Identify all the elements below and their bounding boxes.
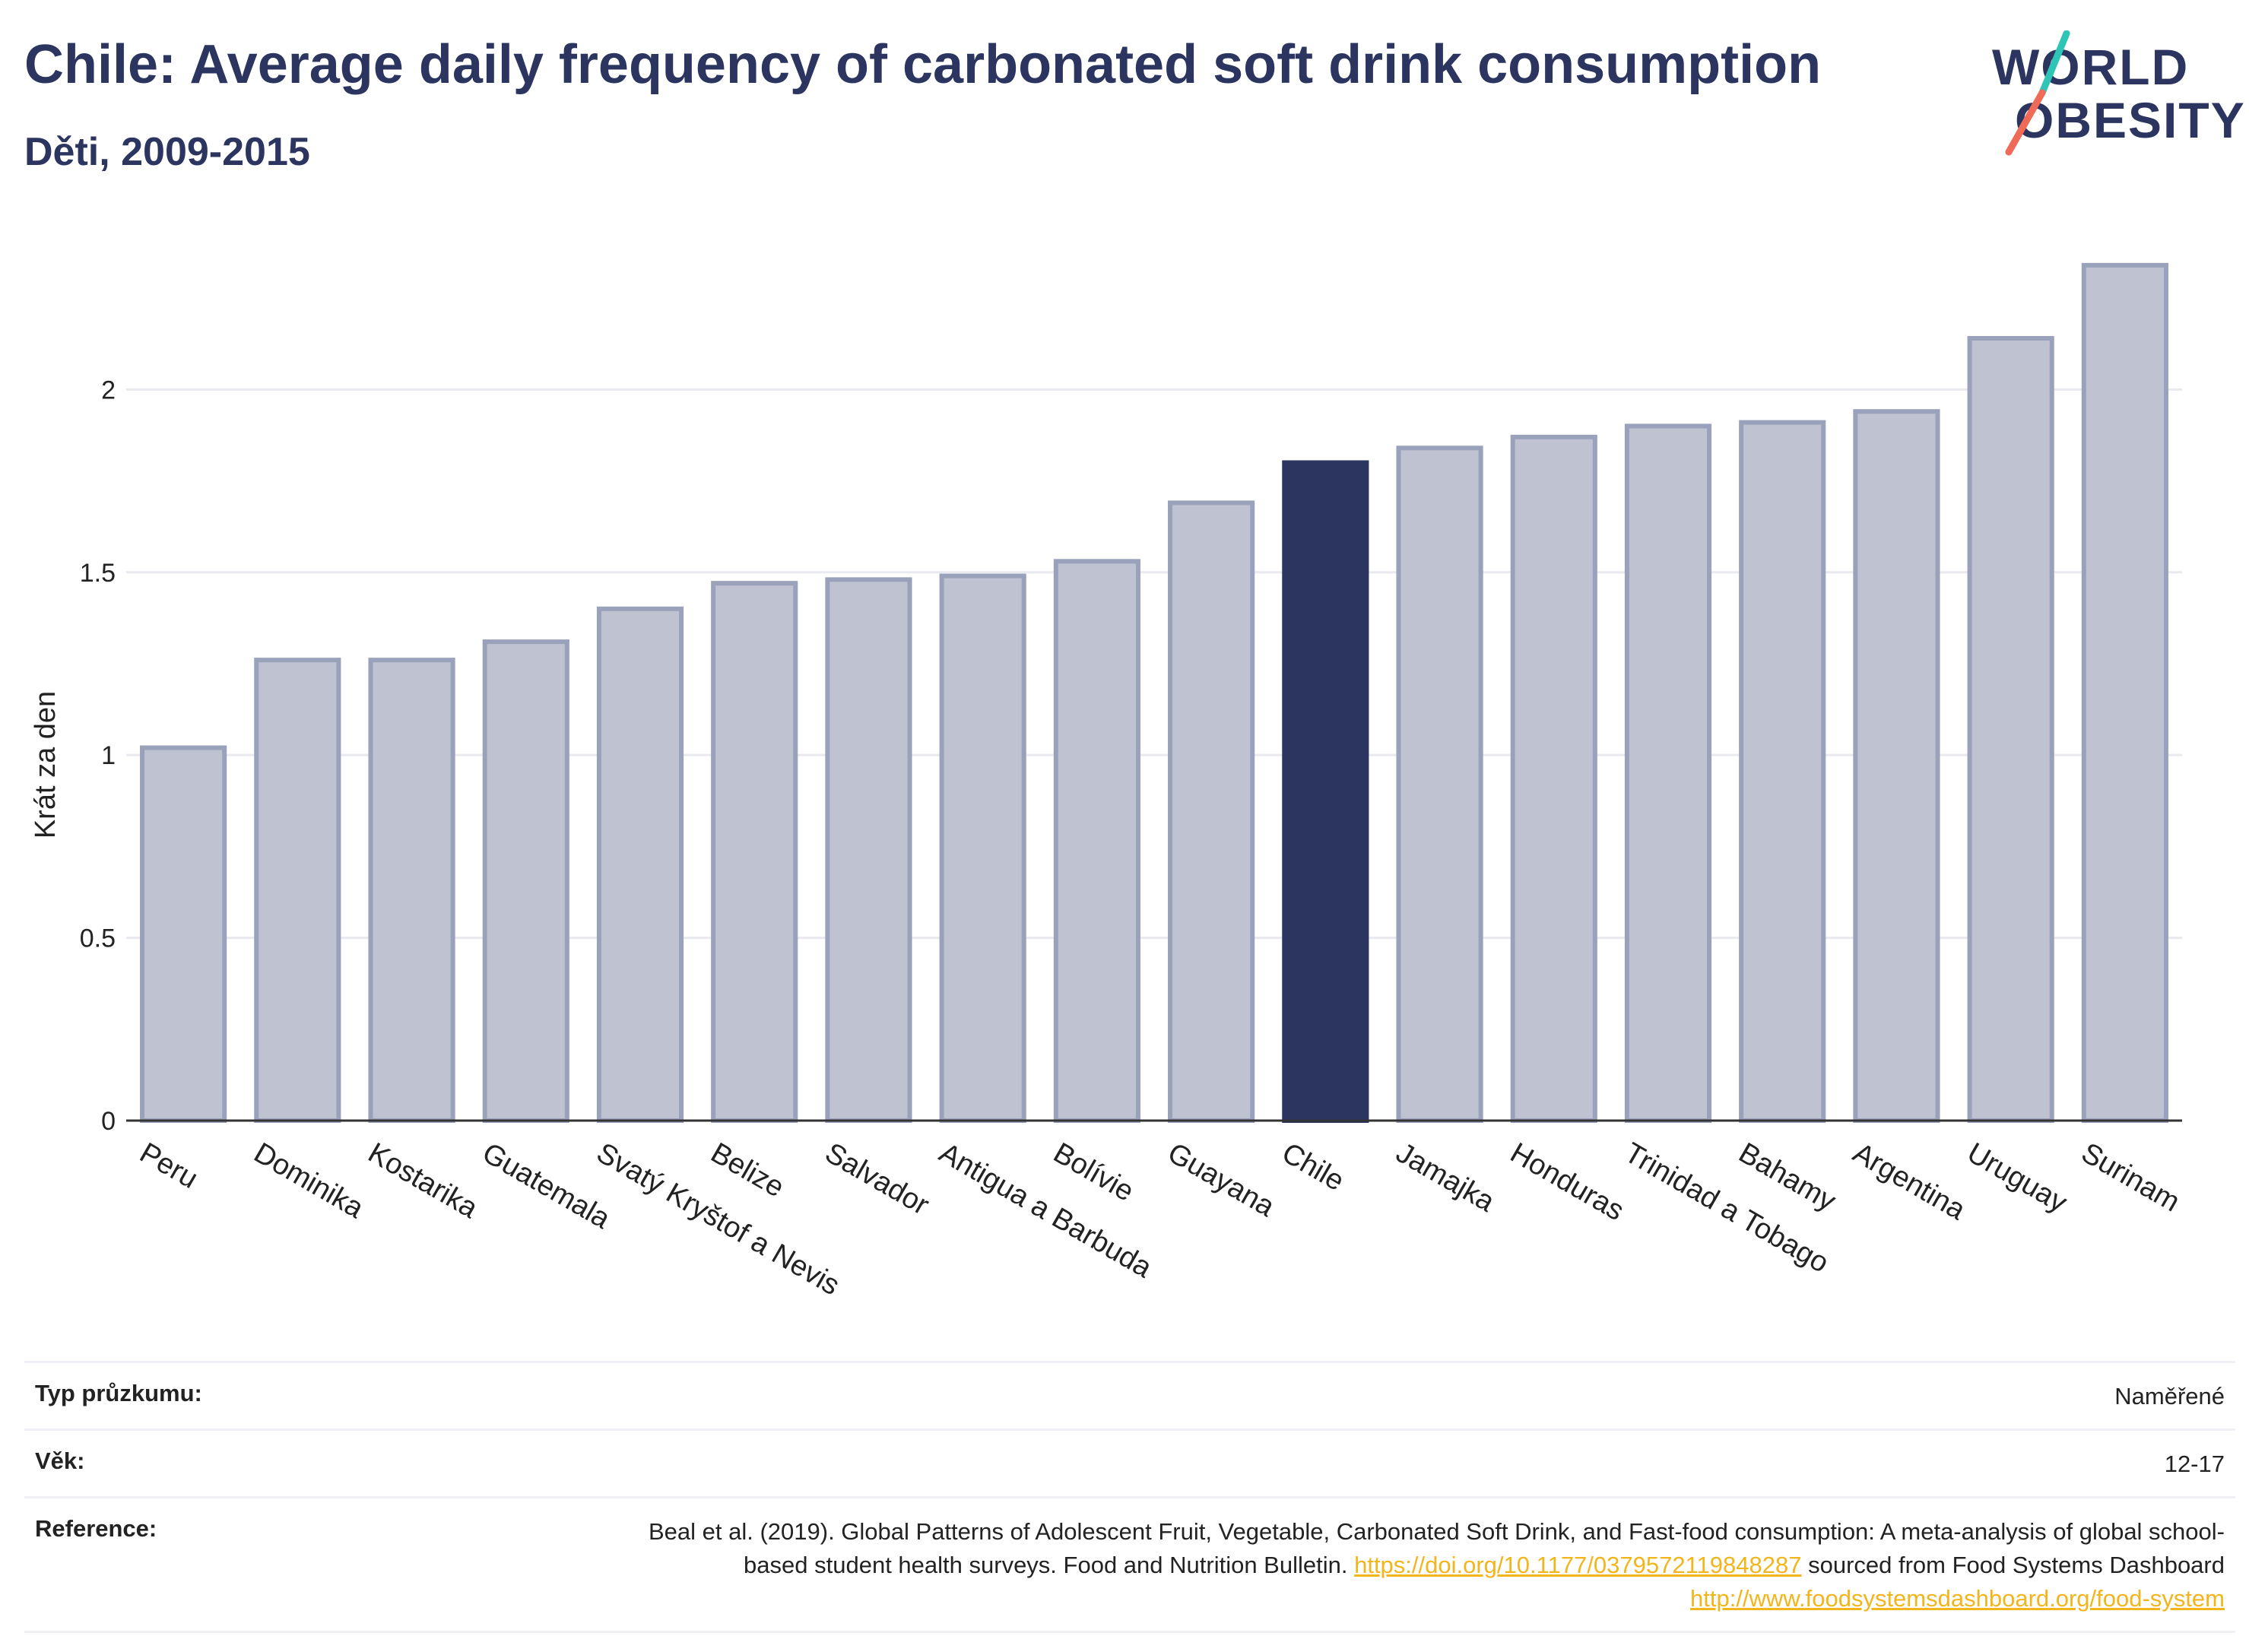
x-tick-label: Bolívie [1048, 1137, 1139, 1207]
x-tick-label: Trinidad a Tobago [1619, 1137, 1835, 1279]
x-tick-label: Belize [706, 1137, 790, 1203]
bar-salvador [825, 577, 912, 1123]
bar-surinam [2081, 262, 2168, 1124]
bar-argentina [1853, 409, 1940, 1123]
bar-antigua-a-barbuda [939, 573, 1026, 1123]
bar-belize [711, 581, 798, 1123]
reference-text-2: sourced from Food Systems Dashboard [1801, 1552, 2225, 1578]
x-tick-label: Antigua a Barbuda [934, 1137, 1157, 1284]
survey-type-label: Typ průzkumu: [35, 1380, 202, 1406]
logo-word-1: WORLD [1992, 39, 2190, 95]
doi-link[interactable]: https://doi.org/10.1177/0379572119848287 [1354, 1552, 1802, 1578]
x-tick-label: Uruguay [1962, 1137, 2072, 1219]
chart-title: Chile: Average daily frequency of carbon… [24, 34, 1822, 95]
reference-text-1: Beal et al. (2019). Global Patterns of A… [648, 1518, 2225, 1578]
bar-uruguay [1967, 336, 2054, 1123]
meta-row-survey-type: Typ průzkumu: Naměřené [24, 1361, 2235, 1428]
survey-type-value: Naměřené [2114, 1383, 2225, 1409]
y-tick-label: 1 [101, 741, 116, 770]
bars [140, 262, 2168, 1124]
metadata-table: Typ průzkumu: Naměřené Věk: 12-17 Refere… [24, 1361, 2235, 1633]
bar-peru [140, 745, 227, 1123]
chart-subtitle: Děti, 2009-2015 [24, 130, 310, 174]
bar-dominika [254, 658, 341, 1123]
bar-trinidad-a-tobago [1624, 423, 1712, 1123]
reference-label: Reference: [35, 1515, 157, 1542]
x-tick-label: Jamajka [1391, 1137, 1500, 1219]
reference-value: Beal et al. (2019). Global Patterns of A… [590, 1515, 2225, 1616]
bar-guayana [1168, 500, 1255, 1123]
y-tick-label: 0 [101, 1107, 116, 1136]
bar-chile [1282, 460, 1369, 1123]
x-tick-label: Kostarika [363, 1137, 484, 1225]
x-tick-label: Peru [135, 1137, 204, 1195]
logo-slash-icon [2005, 30, 2070, 156]
x-tick-label: Argentina [1848, 1137, 1971, 1226]
x-tick-label: Salvador [820, 1137, 934, 1222]
bar-bahamy [1739, 420, 1826, 1123]
age-value: 12-17 [2164, 1451, 2225, 1477]
x-tick-label: Chile [1277, 1137, 1350, 1197]
x-tick-label: Surinam [2076, 1137, 2185, 1218]
bar-jamajka [1396, 446, 1483, 1123]
bar-bolívie [1053, 559, 1140, 1123]
meta-row-reference: Reference: Beal et al. (2019). Global Pa… [24, 1496, 2235, 1633]
age-label: Věk: [35, 1447, 85, 1474]
bar-svatý-kryštof-a-nevis [596, 606, 684, 1123]
meta-row-age: Věk: 12-17 [24, 1428, 2235, 1496]
x-tick-label: Guayana [1163, 1137, 1280, 1223]
bar-guatemala [482, 639, 569, 1123]
world-obesity-logo: WORLD OBESITY [1992, 30, 2244, 160]
y-axis-label: Krát za den [30, 691, 62, 839]
x-tick-label: Honduras [1505, 1137, 1629, 1227]
y-tick-label: 1.5 [80, 559, 116, 588]
bar-kostarika [368, 658, 455, 1123]
y-tick-label: 2 [101, 376, 116, 404]
y-tick-label: 0.5 [80, 924, 116, 953]
x-tick-label: Dominika [249, 1137, 370, 1225]
grid-lines [126, 388, 2182, 940]
x-tick-label: Guatemala [477, 1137, 616, 1235]
logo-word-2: OBESITY [2015, 92, 2246, 148]
bar-honduras [1510, 434, 1597, 1123]
dashboard-link[interactable]: http://www.foodsystemsdashboard.org/food… [1690, 1585, 2225, 1612]
